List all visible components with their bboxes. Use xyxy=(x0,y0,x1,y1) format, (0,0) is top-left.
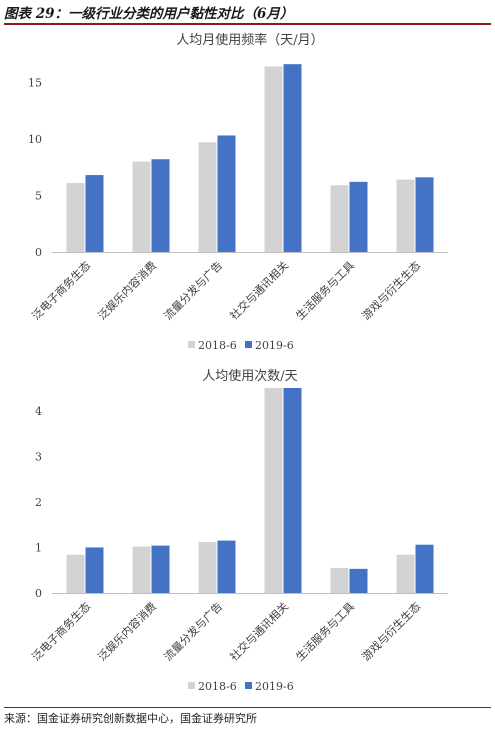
bar-2018-6 xyxy=(132,161,151,252)
x-category-label: 泛电子商务生态 xyxy=(29,258,93,322)
legend-swatch xyxy=(188,341,195,348)
bar-2018-6 xyxy=(396,554,415,593)
x-category-label: 泛电子商务生态 xyxy=(29,599,93,663)
x-category-label: 流量分发与广告 xyxy=(161,258,225,322)
bar-2019-6 xyxy=(283,388,302,593)
bar-2019-6 xyxy=(217,135,236,252)
bar-2019-6 xyxy=(217,540,236,593)
bar-2018-6 xyxy=(198,142,217,252)
legend-swatch xyxy=(188,682,195,689)
x-category-label: 流量分发与广告 xyxy=(161,599,225,663)
bar-2019-6 xyxy=(85,547,104,593)
x-category-label: 生活服务与工具 xyxy=(293,599,357,663)
x-category-label: 游戏与衍生生态 xyxy=(359,599,423,663)
bar-2019-6 xyxy=(415,544,434,593)
y-tick-label: 0 xyxy=(35,587,42,600)
bar-2018-6 xyxy=(198,541,217,593)
chart-monthly-frequency: 人均月使用频率（天/月） 0 5 10 15 泛电子商务生态 泛娱乐内容消费 流量分发与广告社… xyxy=(0,26,495,364)
bar-2019-6 xyxy=(349,568,368,593)
bar-2018-6 xyxy=(264,66,283,252)
bar-2018-6 xyxy=(66,554,85,593)
chart-title: 人均使用次数/天 xyxy=(202,368,297,384)
chart-monthly-frequency-svg: 人均月使用频率（天/月） 0 5 10 15 泛电子商务生态 泛娱乐内容消费 流量分发与广告社… xyxy=(28,32,448,352)
x-category-label: 游戏与衍生生态 xyxy=(359,258,423,322)
legend-label: 2018-6 xyxy=(198,680,237,693)
chart-daily-usage-svg: 人均使用次数/天 0 1 2 3 4 泛电子商务生态 泛娱乐内容消费 流量分发与广告 社交与通讯相… xyxy=(29,368,448,693)
bar-2018-6 xyxy=(396,179,415,252)
figure-title: 图表 29：一级行业分类的用户黏性对比（6月） xyxy=(4,3,491,25)
bar-2018-6 xyxy=(330,567,349,593)
legend-label: 2019-6 xyxy=(255,680,294,693)
source-note: 来源：国金证券研究创新数据中心，国金证券研究所 xyxy=(4,707,491,727)
y-tick-label: 3 xyxy=(35,450,42,463)
chart-title: 人均月使用频率（天/月） xyxy=(176,32,323,48)
legend-label: 2019-6 xyxy=(255,339,294,352)
bar-2018-6 xyxy=(264,388,283,593)
bar-2019-6 xyxy=(151,159,170,252)
bar-2019-6 xyxy=(415,177,434,252)
y-tick-label: 1 xyxy=(35,541,42,554)
y-tick-label: 0 xyxy=(35,246,42,259)
bar-2019-6 xyxy=(349,181,368,252)
legend-swatch xyxy=(245,682,252,689)
y-tick-label: 15 xyxy=(28,76,42,89)
bar-2019-6 xyxy=(85,175,104,252)
legend-label: 2018-6 xyxy=(198,339,237,352)
legend-swatch xyxy=(245,341,252,348)
x-category-label: 泛娱乐内容消费 xyxy=(95,258,159,322)
x-category-label: 社交与通讯相关 xyxy=(227,258,291,322)
x-category-label: 社交与通讯相关 xyxy=(227,599,291,663)
chart-daily-usage: 人均使用次数/天 0 1 2 3 4 泛电子商务生态 泛娱乐内容消费 流量分发与广告 社交与通讯相… xyxy=(0,368,495,704)
y-tick-label: 5 xyxy=(35,189,42,202)
bar-2018-6 xyxy=(66,182,85,252)
y-tick-label: 2 xyxy=(35,496,42,509)
y-tick-label: 10 xyxy=(28,133,42,146)
bar-2019-6 xyxy=(151,545,170,593)
bar-2018-6 xyxy=(330,185,349,252)
y-tick-label: 4 xyxy=(35,405,42,418)
x-category-label: 生活服务与工具 xyxy=(293,258,357,322)
bar-2018-6 xyxy=(132,546,151,593)
x-category-label: 泛娱乐内容消费 xyxy=(95,599,159,663)
bar-2019-6 xyxy=(283,64,302,252)
